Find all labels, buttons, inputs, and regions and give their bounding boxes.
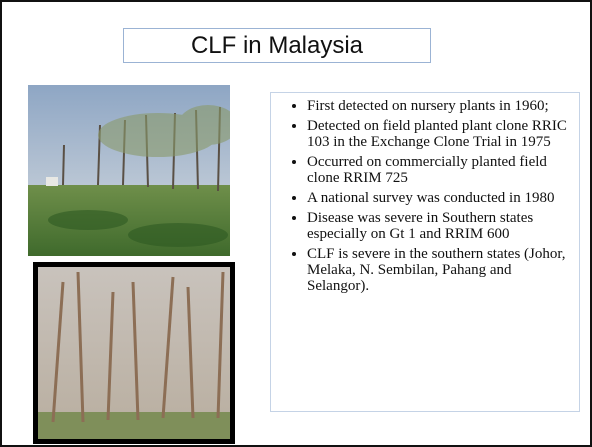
bullet-item: First detected on nursery plants in 1960… [307,98,571,114]
page: CLF in Malaysia [0,0,592,447]
bullet-box: First detected on nursery plants in 1960… [270,92,580,412]
slide: CLF in Malaysia [0,0,592,447]
slide-title: CLF in Malaysia [123,28,431,63]
photo-rubber-trees [33,262,235,444]
bullet-list: First detected on nursery plants in 1960… [271,93,579,294]
bullet-item: Detected on field planted plant clone RR… [307,118,571,150]
bullet-item: CLF is severe in the southern states (Jo… [307,246,571,294]
bullet-item: A national survey was conducted in 1980 [307,190,571,206]
bullet-item: Disease was severe in Southern states es… [307,210,571,242]
bullet-item: Occurred on commercially planted field c… [307,154,571,186]
photo-plantation-field [28,85,230,256]
